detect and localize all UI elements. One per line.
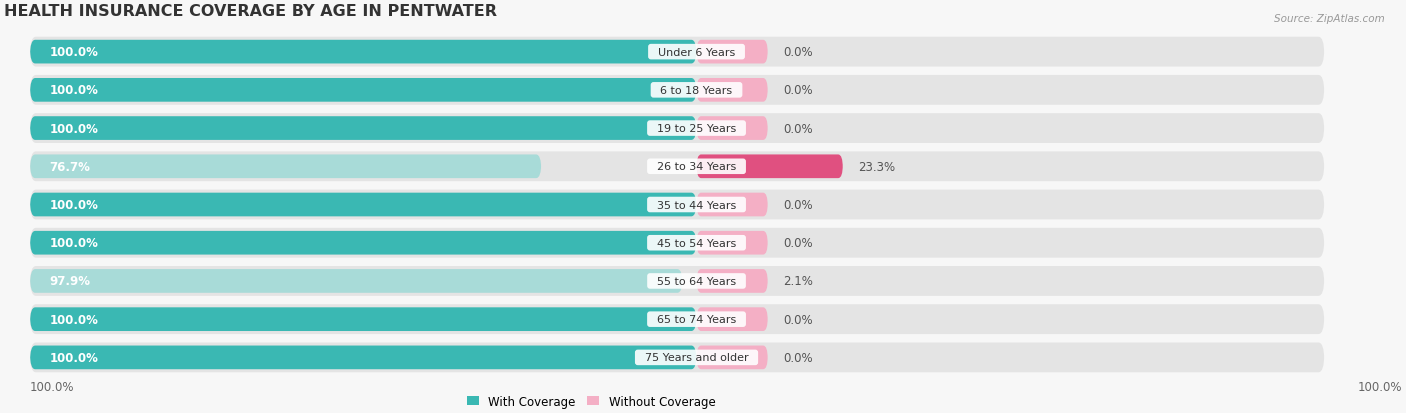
Text: 0.0%: 0.0%	[783, 84, 813, 97]
Text: 100.0%: 100.0%	[49, 199, 98, 211]
FancyBboxPatch shape	[696, 269, 768, 293]
Text: 2.1%: 2.1%	[783, 275, 813, 288]
FancyBboxPatch shape	[30, 117, 696, 140]
FancyBboxPatch shape	[30, 231, 696, 255]
Text: 75 Years and older: 75 Years and older	[638, 353, 755, 363]
Text: 0.0%: 0.0%	[783, 313, 813, 326]
FancyBboxPatch shape	[696, 231, 768, 255]
Text: 0.0%: 0.0%	[783, 199, 813, 211]
Text: 100.0%: 100.0%	[49, 122, 98, 135]
Text: 0.0%: 0.0%	[783, 237, 813, 249]
FancyBboxPatch shape	[30, 114, 1324, 144]
Text: 23.3%: 23.3%	[858, 160, 896, 173]
FancyBboxPatch shape	[30, 76, 1324, 105]
FancyBboxPatch shape	[30, 38, 1324, 67]
FancyBboxPatch shape	[30, 304, 1324, 334]
Text: 0.0%: 0.0%	[783, 46, 813, 59]
FancyBboxPatch shape	[696, 193, 768, 217]
Text: HEALTH INSURANCE COVERAGE BY AGE IN PENTWATER: HEALTH INSURANCE COVERAGE BY AGE IN PENT…	[4, 4, 498, 19]
Text: 6 to 18 Years: 6 to 18 Years	[654, 85, 740, 96]
Text: 100.0%: 100.0%	[49, 237, 98, 249]
Text: 76.7%: 76.7%	[49, 160, 90, 173]
Legend: With Coverage, Without Coverage: With Coverage, Without Coverage	[463, 390, 720, 412]
Text: Source: ZipAtlas.com: Source: ZipAtlas.com	[1274, 14, 1385, 24]
Text: 19 to 25 Years: 19 to 25 Years	[650, 124, 744, 134]
Text: 100.0%: 100.0%	[49, 351, 98, 364]
FancyBboxPatch shape	[30, 155, 541, 179]
Text: 0.0%: 0.0%	[783, 351, 813, 364]
Text: 0.0%: 0.0%	[783, 122, 813, 135]
FancyBboxPatch shape	[696, 79, 768, 102]
Text: 100.0%: 100.0%	[49, 84, 98, 97]
FancyBboxPatch shape	[696, 346, 768, 369]
FancyBboxPatch shape	[30, 228, 1324, 258]
Text: 97.9%: 97.9%	[49, 275, 90, 288]
Text: 100.0%: 100.0%	[49, 46, 98, 59]
Text: 35 to 44 Years: 35 to 44 Years	[650, 200, 744, 210]
FancyBboxPatch shape	[696, 155, 842, 179]
FancyBboxPatch shape	[696, 117, 768, 140]
FancyBboxPatch shape	[696, 308, 768, 331]
FancyBboxPatch shape	[30, 152, 1324, 182]
FancyBboxPatch shape	[30, 343, 1324, 373]
Text: 100.0%: 100.0%	[49, 313, 98, 326]
Text: 100.0%: 100.0%	[1357, 380, 1402, 393]
Text: 100.0%: 100.0%	[30, 380, 75, 393]
FancyBboxPatch shape	[696, 40, 768, 64]
FancyBboxPatch shape	[30, 190, 1324, 220]
FancyBboxPatch shape	[30, 40, 696, 64]
FancyBboxPatch shape	[30, 79, 696, 102]
Text: Under 6 Years: Under 6 Years	[651, 47, 742, 57]
Text: 26 to 34 Years: 26 to 34 Years	[650, 162, 744, 172]
FancyBboxPatch shape	[30, 193, 696, 217]
FancyBboxPatch shape	[30, 346, 696, 369]
Text: 55 to 64 Years: 55 to 64 Years	[650, 276, 744, 286]
FancyBboxPatch shape	[30, 269, 682, 293]
FancyBboxPatch shape	[30, 308, 696, 331]
FancyBboxPatch shape	[30, 266, 1324, 296]
Text: 65 to 74 Years: 65 to 74 Years	[650, 314, 744, 324]
Text: 45 to 54 Years: 45 to 54 Years	[650, 238, 744, 248]
